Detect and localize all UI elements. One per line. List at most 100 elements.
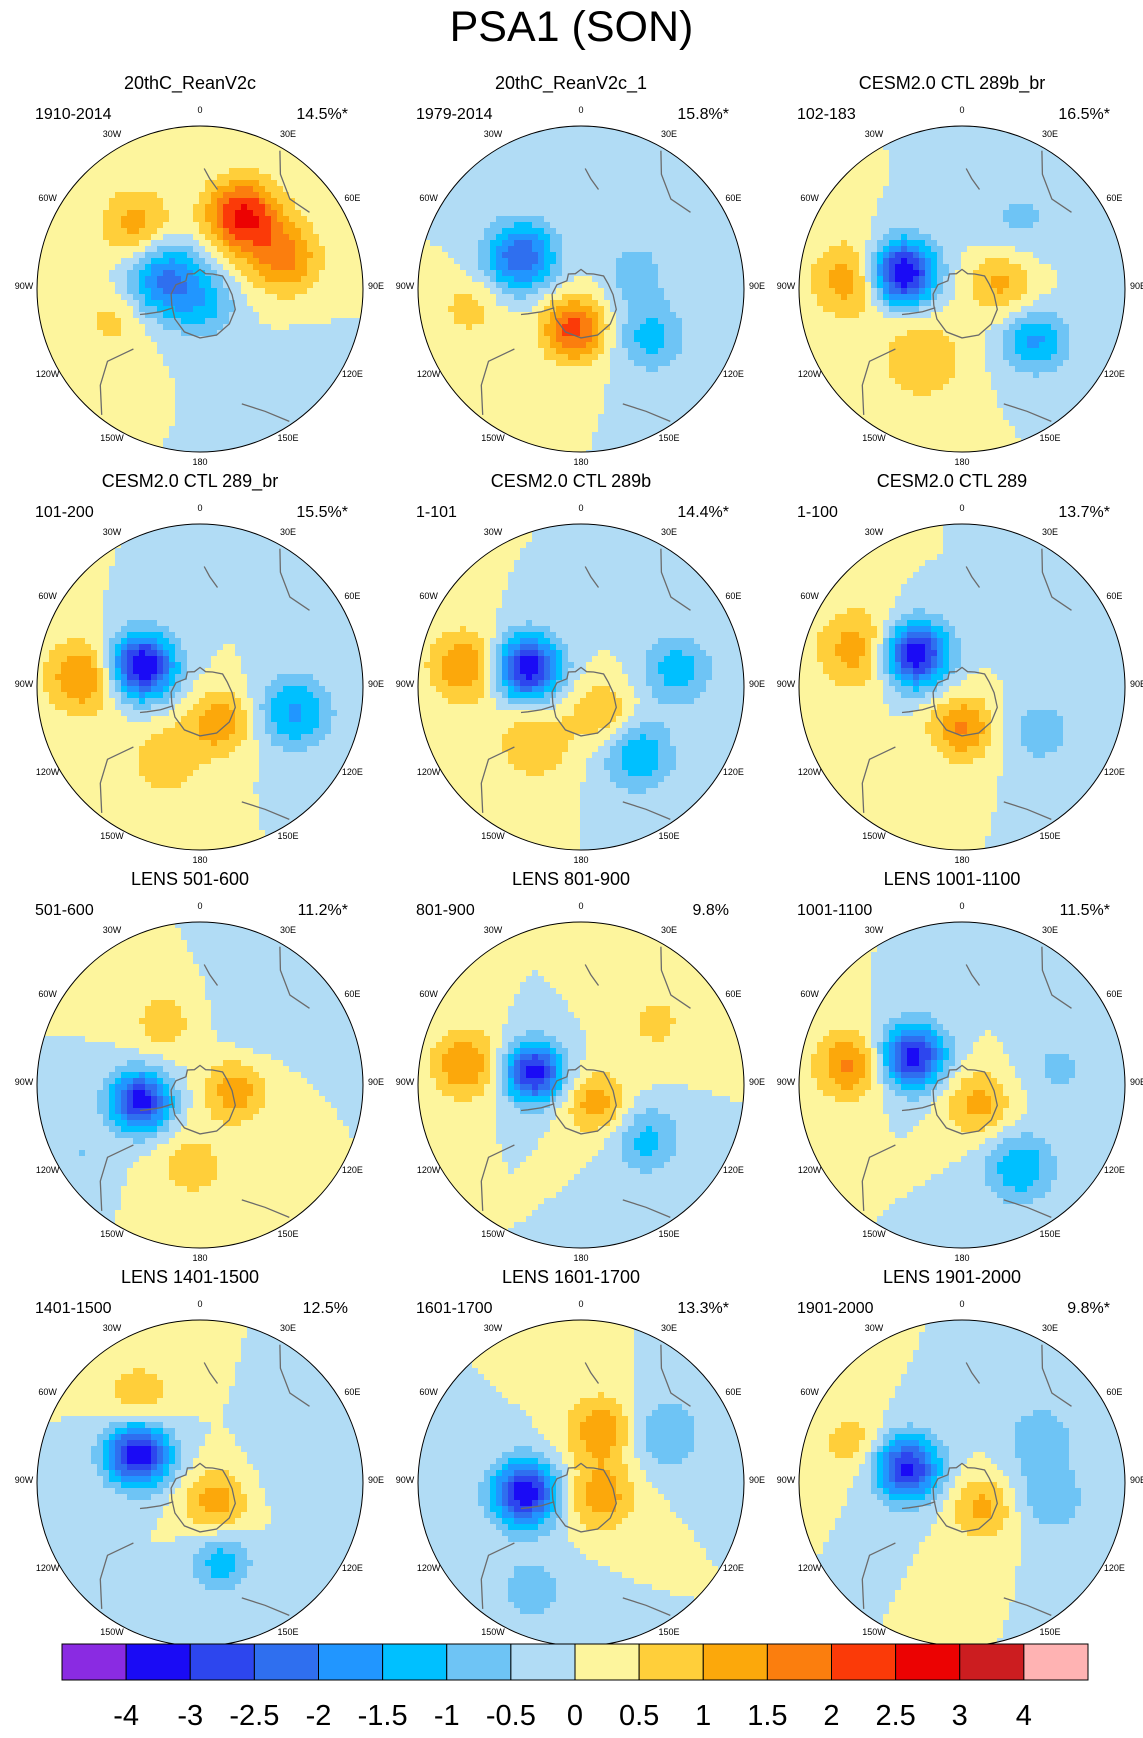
longitude-label: 90E <box>749 281 765 291</box>
longitude-label: 150E <box>1039 1627 1060 1637</box>
anomaly-field <box>799 1320 1125 1646</box>
longitude-label: 180 <box>954 1651 969 1661</box>
longitude-label: 0 <box>197 503 202 513</box>
coastline <box>1041 946 1072 1009</box>
panel-variance: 14.4%* <box>677 503 729 523</box>
coastline <box>584 1362 600 1384</box>
panel-period: 1901-2000 <box>797 1299 874 1319</box>
longitude-label: 90W <box>396 1077 415 1087</box>
longitude-label: 30W <box>103 1323 122 1333</box>
longitude-label: 120E <box>1104 1165 1125 1175</box>
panel-period: 1401-1500 <box>35 1299 112 1319</box>
longitude-label: 30W <box>103 129 122 139</box>
longitude-label: 30W <box>865 129 884 139</box>
longitude-label: 90E <box>749 679 765 689</box>
colorbar-label: 3 <box>952 1700 968 1732</box>
longitude-label: 150E <box>1039 1229 1060 1239</box>
longitude-label: 90E <box>368 679 384 689</box>
longitude-label: 150W <box>481 433 505 443</box>
coastline <box>901 705 936 714</box>
coastline <box>241 1597 290 1617</box>
map-panel: LENS 501-600 501-600 11.2%* 0 30E 60E 90E 120E 1… <box>0 868 384 1263</box>
longitude-label: 150E <box>277 1229 298 1239</box>
longitude-label: 120W <box>417 1165 441 1175</box>
panel-variance: 15.8%* <box>677 105 729 125</box>
coastline <box>520 307 555 316</box>
longitude-label: 90W <box>777 679 796 689</box>
longitude-label: 180 <box>573 1253 588 1263</box>
longitude-label: 120W <box>798 369 822 379</box>
longitude-label: 30E <box>661 1323 677 1333</box>
longitude-label: 0 <box>578 901 583 911</box>
longitude-label: 90E <box>749 1475 765 1485</box>
longitude-label: 60W <box>419 989 438 999</box>
map-panel: LENS 1901-2000 1901-2000 9.8%* 0 30E 60E 90E 12… <box>762 1266 1143 1661</box>
coastline <box>170 268 236 339</box>
longitude-label: 60E <box>344 989 360 999</box>
map-boundary <box>417 125 745 453</box>
longitude-label: 60E <box>725 1387 741 1397</box>
coastline <box>932 268 998 339</box>
panel-variance: 13.3%* <box>677 1299 729 1319</box>
coastline <box>480 1542 515 1609</box>
longitude-label: 0 <box>197 901 202 911</box>
longitude-label: 120E <box>342 1563 363 1573</box>
panel-variance: 9.8%* <box>1067 1299 1110 1319</box>
coastline <box>965 566 981 588</box>
longitude-label: 150W <box>862 831 886 841</box>
longitude-label: 60E <box>725 989 741 999</box>
panel-variance: 9.8% <box>693 901 729 921</box>
panel-period: 1910-2014 <box>35 105 112 125</box>
longitude-label: 150E <box>658 433 679 443</box>
longitude-label: 150W <box>481 831 505 841</box>
longitude-label: 0 <box>197 1299 202 1309</box>
coastline <box>584 964 600 986</box>
coastline <box>1003 801 1052 821</box>
coastline <box>622 801 671 821</box>
coastline <box>965 964 981 986</box>
panel-period: 101-200 <box>35 503 94 523</box>
longitude-label: 30W <box>484 527 503 537</box>
longitude-label: 90W <box>15 1475 34 1485</box>
coastline <box>99 746 134 813</box>
map-panel: CESM2.0 CTL 289_br 101-200 15.5%* 0 30E 60E 90… <box>0 470 384 865</box>
longitude-label: 30W <box>865 1323 884 1333</box>
panel-variance: 12.5% <box>303 1299 348 1319</box>
longitude-label: 0 <box>578 1299 583 1309</box>
longitude-label: 90E <box>368 1077 384 1087</box>
longitude-label: 60W <box>419 193 438 203</box>
panel-title: LENS 1601-1700 <box>381 1266 761 1288</box>
longitude-label: 120E <box>723 767 744 777</box>
longitude-label: 120W <box>36 369 60 379</box>
longitude-label: 0 <box>197 105 202 115</box>
polar-map <box>36 921 364 1249</box>
anomaly-field <box>418 922 744 1248</box>
panel-period: 1001-1100 <box>797 901 872 921</box>
map-panel: LENS 1401-1500 1401-1500 12.5% 0 30E 60E 90E 12… <box>0 1266 384 1661</box>
longitude-label: 60W <box>38 193 57 203</box>
coastline <box>861 348 896 415</box>
longitude-label: 30W <box>484 129 503 139</box>
map-panel: LENS 1001-1100 1001-1100 11.5%* 0 30E 60E 90E 1… <box>762 868 1143 1263</box>
anomaly-field <box>799 524 1125 850</box>
coastline <box>139 307 174 316</box>
coastline <box>622 1597 671 1617</box>
longitude-label: 120W <box>36 767 60 777</box>
longitude-label: 120W <box>798 767 822 777</box>
anomaly-field <box>418 524 744 850</box>
longitude-label: 180 <box>192 855 207 865</box>
coastline <box>660 548 691 611</box>
anomaly-field <box>37 524 363 850</box>
polar-map <box>417 921 745 1249</box>
longitude-label: 60E <box>1106 591 1122 601</box>
panel-period: 1-100 <box>797 503 838 523</box>
longitude-label: 180 <box>573 855 588 865</box>
longitude-label: 60W <box>800 989 819 999</box>
coastline <box>901 1103 936 1112</box>
coastline <box>139 705 174 714</box>
map-boundary <box>36 921 364 1249</box>
anomaly-field <box>37 1320 363 1646</box>
longitude-label: 90E <box>1130 281 1143 291</box>
longitude-label: 150E <box>277 831 298 841</box>
